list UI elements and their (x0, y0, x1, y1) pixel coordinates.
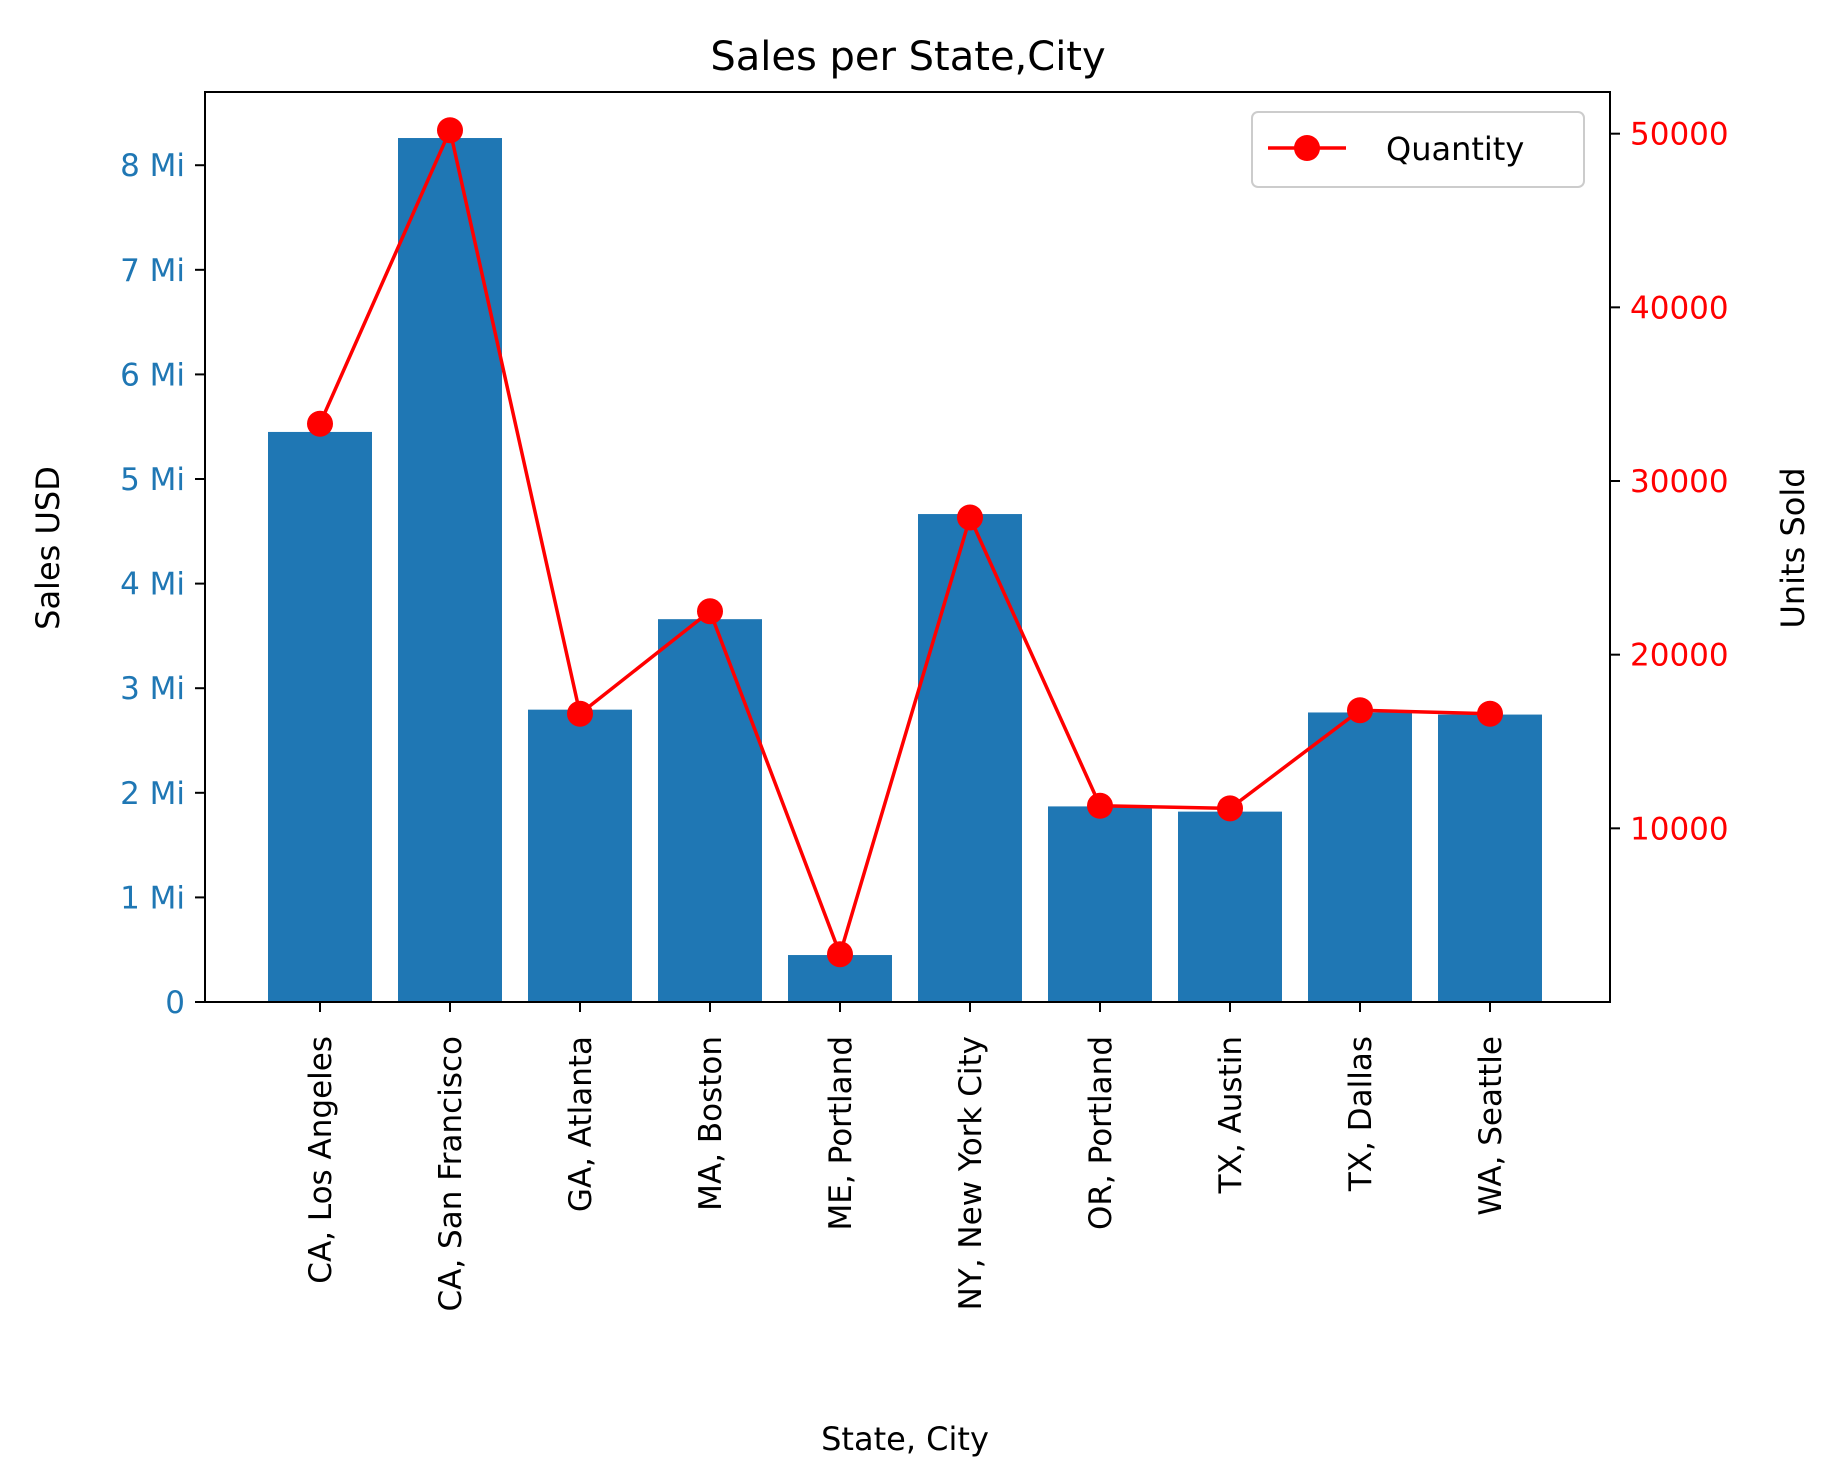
y-tick-label-4: 4 Mi (120, 567, 185, 603)
bar-2 (528, 709, 632, 1002)
bar-6 (1048, 806, 1152, 1002)
y2-axis-label: Units Sold (1774, 467, 1812, 628)
quantity-point-6 (1087, 792, 1113, 819)
x-axis-ticks: CA, Los Angeles CA, San Francisco GA, Atla… (303, 1002, 1509, 1312)
y2-tick-label-0: 10000 (1630, 811, 1729, 847)
quantity-point-7 (1217, 795, 1243, 822)
bar-3 (658, 619, 762, 1002)
quantity-line (318, 128, 1491, 956)
x-tick-label-3: MA, Boston (693, 1036, 729, 1211)
y-tick-label-2: 2 Mi (120, 776, 185, 812)
y-tick-label-6: 6 Mi (120, 357, 185, 393)
chart-title: Sales per State,City (710, 34, 1105, 80)
quantity-point-3 (697, 598, 723, 625)
legend-marker (1294, 135, 1320, 161)
bar-0 (268, 431, 372, 1003)
x-tick-label-0: CA, Los Angeles (303, 1036, 339, 1284)
bar-1 (398, 138, 502, 1002)
bar-series (268, 138, 1542, 1003)
y2-tick-label-4: 50000 (1630, 117, 1729, 153)
bar-7 (1178, 811, 1282, 1002)
quantity-point-0 (307, 410, 333, 437)
y2-axis-ticks: 10000 20000 30000 40000 50000 (1610, 117, 1729, 847)
legend-box (1251, 111, 1585, 188)
y-axis-ticks: 0 1 Mi 2 Mi 3 Mi 4 Mi 5 Mi 6 Mi 7 Mi 8 Mi (120, 148, 205, 1021)
y2-tick-label-2: 30000 (1630, 464, 1729, 500)
x-tick-label-4: ME, Portland (823, 1036, 859, 1230)
y-tick-label-8: 8 Mi (120, 148, 185, 184)
legend-label-quantity: Quantity (1386, 130, 1524, 168)
quantity-point-9 (1477, 700, 1503, 727)
y-tick-label-1: 1 Mi (120, 880, 185, 916)
quantity-line-series (307, 117, 1503, 968)
bar-5 (918, 514, 1022, 1002)
quantity-point-8 (1347, 697, 1373, 724)
x-axis-label: State, City (821, 1420, 989, 1458)
y2-tick-label-1: 20000 (1630, 638, 1729, 674)
bar-9 (1438, 714, 1542, 1002)
x-tick-label-8: TX, Dallas (1343, 1036, 1379, 1192)
plot-frame (204, 91, 1611, 1003)
x-tick-label-9: WA, Seattle (1473, 1036, 1509, 1216)
x-tick-label-5: NY, New York City (953, 1036, 989, 1310)
quantity-point-5 (957, 504, 983, 531)
y-tick-label-5: 5 Mi (120, 462, 185, 498)
legend: Quantity (1251, 111, 1585, 188)
y-axis-label: Sales USD (29, 466, 67, 630)
quantity-point-1 (437, 117, 463, 144)
y-tick-label-0: 0 (165, 985, 185, 1021)
x-tick-label-1: CA, San Francisco (433, 1036, 469, 1312)
x-tick-label-2: GA, Atlanta (563, 1036, 599, 1212)
quantity-point-4 (827, 941, 853, 968)
y-tick-label-3: 3 Mi (120, 671, 185, 707)
x-tick-label-7: TX, Austin (1213, 1036, 1249, 1194)
bar-8 (1308, 712, 1412, 1002)
x-tick-label-6: OR, Portland (1083, 1036, 1119, 1230)
y-tick-label-7: 7 Mi (120, 253, 185, 289)
y2-tick-label-3: 40000 (1630, 290, 1729, 326)
quantity-point-2 (567, 700, 593, 727)
